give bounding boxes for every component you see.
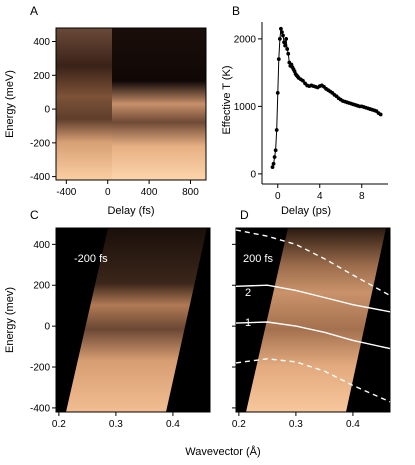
panel-a-ytick-label: 200 bbox=[33, 71, 50, 82]
panel-d-curve-dashed-3 bbox=[235, 358, 391, 403]
panel-c-xtick-label: 0.4 bbox=[166, 419, 180, 430]
panel-a-ytick-label: 0 bbox=[44, 105, 50, 116]
panel-c-ytick-label: 200 bbox=[33, 281, 50, 292]
panel-b-point bbox=[283, 43, 287, 48]
panel-b-point bbox=[286, 51, 291, 56]
curve-label-1: 1 bbox=[245, 317, 251, 329]
panel-d: 200 fs 2 1 0.2 0.3 0.4 bbox=[232, 227, 391, 430]
panel-b-ytick-label: 2000 bbox=[234, 34, 257, 45]
panel-b-ylabel: Effective T (K) bbox=[221, 65, 233, 134]
panel-a-xtick-label: 800 bbox=[182, 187, 199, 198]
panel-b-point bbox=[284, 36, 289, 41]
panel-c-ytick-label: 400 bbox=[33, 240, 50, 251]
panel-a: -400 0 400 800 -400 -200 0 200 400 bbox=[30, 27, 207, 198]
panel-c-ylabel: Energy (mev) bbox=[4, 287, 16, 353]
panel-b-point bbox=[281, 33, 285, 38]
panel-d-curve-2 bbox=[235, 284, 391, 313]
panel-c-annotation: -200 fs bbox=[74, 253, 108, 265]
panel-letter-d: D bbox=[240, 208, 249, 222]
panel-d-xtick-label: 0.3 bbox=[289, 419, 303, 430]
panel-b: 0 4 8 0 1000 2000 bbox=[234, 22, 388, 202]
curve-label-2: 2 bbox=[245, 287, 251, 299]
panel-b-point bbox=[276, 57, 281, 62]
panel-b-point bbox=[270, 165, 275, 170]
panel-a-ytick-label: -400 bbox=[30, 172, 50, 183]
panel-a-ytick-label: 400 bbox=[33, 37, 50, 48]
panel-b-point bbox=[271, 161, 276, 166]
shared-xlabel: Wavevector (Å) bbox=[185, 445, 260, 458]
panel-c-ytick-label: 0 bbox=[44, 322, 50, 333]
panel-b-ytick-label: 0 bbox=[250, 169, 256, 180]
panel-b-point bbox=[282, 40, 286, 45]
panel-b-ytick-label: 1000 bbox=[234, 102, 257, 113]
panel-b-point bbox=[277, 36, 282, 41]
panel-c: -200 fs 0.2 0.3 0.4 -400 -200 0 200 400 bbox=[30, 227, 211, 430]
panel-d-annotation: 200 fs bbox=[243, 253, 273, 265]
panel-b-point bbox=[378, 112, 383, 117]
panel-b-xtick-label: 4 bbox=[317, 191, 323, 202]
panel-c-xtick-label: 0.2 bbox=[52, 419, 66, 430]
panel-c-ytick-label: -200 bbox=[30, 363, 50, 374]
panel-b-xtick-label: 8 bbox=[359, 191, 365, 202]
panel-d-curve-1 bbox=[235, 321, 391, 350]
panel-a-ylabel: Energy (meV) bbox=[4, 70, 16, 138]
panel-c-ytick-label: -400 bbox=[30, 403, 50, 414]
panel-a-xtick-label: 400 bbox=[141, 187, 158, 198]
panel-b-xtick-label: 0 bbox=[275, 191, 281, 202]
panel-b-point bbox=[285, 47, 290, 51]
panel-a-ytick-label: -200 bbox=[30, 138, 50, 149]
panel-letter-c: C bbox=[30, 208, 39, 222]
panel-b-point bbox=[280, 30, 284, 35]
panel-b-point bbox=[272, 155, 277, 159]
panel-a-xlabel: Delay (fs) bbox=[107, 205, 154, 217]
panel-b-point bbox=[279, 26, 283, 31]
panel-b-point bbox=[274, 128, 279, 132]
panel-d-xtick-label: 0.2 bbox=[232, 419, 246, 430]
panel-b-point bbox=[301, 78, 305, 83]
panel-a-xtick-label: 0 bbox=[105, 187, 111, 198]
panel-d-xtick-label: 0.4 bbox=[346, 419, 360, 430]
panel-letter-b: B bbox=[232, 4, 240, 18]
panel-d-heatmap bbox=[246, 228, 386, 412]
panel-letter-a: A bbox=[30, 4, 38, 18]
panel-b-xlabel: Delay (ps) bbox=[281, 205, 331, 217]
panel-b-point bbox=[275, 90, 280, 95]
panel-c-heatmap bbox=[66, 228, 207, 412]
panel-a-heatmap-after bbox=[112, 28, 206, 180]
panel-b-point bbox=[273, 148, 278, 153]
panel-c-xtick-label: 0.3 bbox=[109, 419, 123, 430]
panel-a-xtick-label: -400 bbox=[56, 187, 76, 198]
